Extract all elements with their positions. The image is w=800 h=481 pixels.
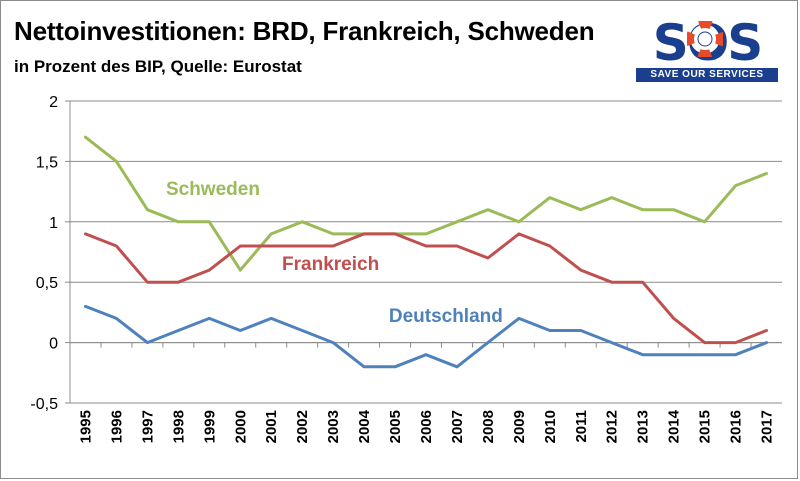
x-tick-label: 1999 [201, 410, 218, 443]
y-axis-ticks: 2 1,5 1 0,5 0 -0,5 [30, 94, 70, 413]
lifebuoy-icon [687, 21, 723, 57]
x-tick-label: 2017 [759, 410, 776, 443]
x-tick-label: 2012 [604, 410, 621, 443]
series-label-deutschland: Deutschland [389, 306, 503, 327]
x-tick-label: 2002 [294, 410, 311, 443]
x-tick-label: 2015 [697, 410, 714, 443]
axes [69, 101, 782, 403]
y-tick-label: 1,5 [36, 154, 58, 171]
x-tick-label: 2014 [666, 409, 683, 443]
series-line-deutschland [84, 304, 768, 369]
y-tick-label: 0 [49, 336, 58, 353]
x-tick-label: 2001 [263, 410, 280, 443]
series-lines [84, 135, 768, 369]
x-axis-ticks: 1995 1996 1997 1998 1999 2000 2001 2002 2003 2004… [69, 342, 776, 443]
x-tick-label: 2005 [387, 410, 404, 443]
x-tick-label: 2008 [480, 410, 497, 443]
x-tick-label: 2003 [325, 410, 342, 443]
x-tick-label: 2007 [449, 410, 466, 443]
x-tick-label: 2000 [232, 410, 249, 443]
x-tick-label: 2009 [511, 410, 528, 443]
series-labels: Schweden Frankreich Deutschland [166, 179, 503, 327]
chart-subtitle: in Prozent des BIP, Quelle: Eurostat [14, 57, 302, 76]
series-line-schweden [84, 135, 768, 272]
sos-logo: SOS SAVE OUR SERVICES [636, 16, 778, 82]
x-tick-label: 2011 [573, 410, 590, 443]
series-label-schweden: Schweden [166, 179, 260, 200]
chart-title: Nettoinvestitionen: BRD, Frankreich, Sch… [14, 16, 595, 46]
logo-tagline: SAVE OUR SERVICES [636, 68, 778, 82]
series-line-frankreich [84, 232, 768, 345]
x-tick-label: 1998 [170, 410, 187, 443]
series-label-frankreich: Frankreich [282, 254, 379, 275]
y-tick-label: 2 [49, 94, 58, 111]
x-tick-label: 2004 [356, 409, 373, 443]
x-tick-label: 2013 [635, 410, 652, 443]
x-tick-label: 2006 [418, 410, 435, 443]
x-tick-label: 1997 [139, 410, 156, 443]
x-tick-label: 2010 [542, 410, 559, 443]
x-tick-label: 1995 [77, 410, 94, 443]
x-tick-label: 2016 [728, 410, 745, 443]
y-tick-label: -0,5 [30, 396, 58, 413]
x-tick-label: 1996 [108, 410, 125, 443]
y-tick-label: 1 [49, 215, 58, 232]
y-tick-label: 0,5 [36, 275, 58, 292]
gridlines [70, 100, 782, 404]
